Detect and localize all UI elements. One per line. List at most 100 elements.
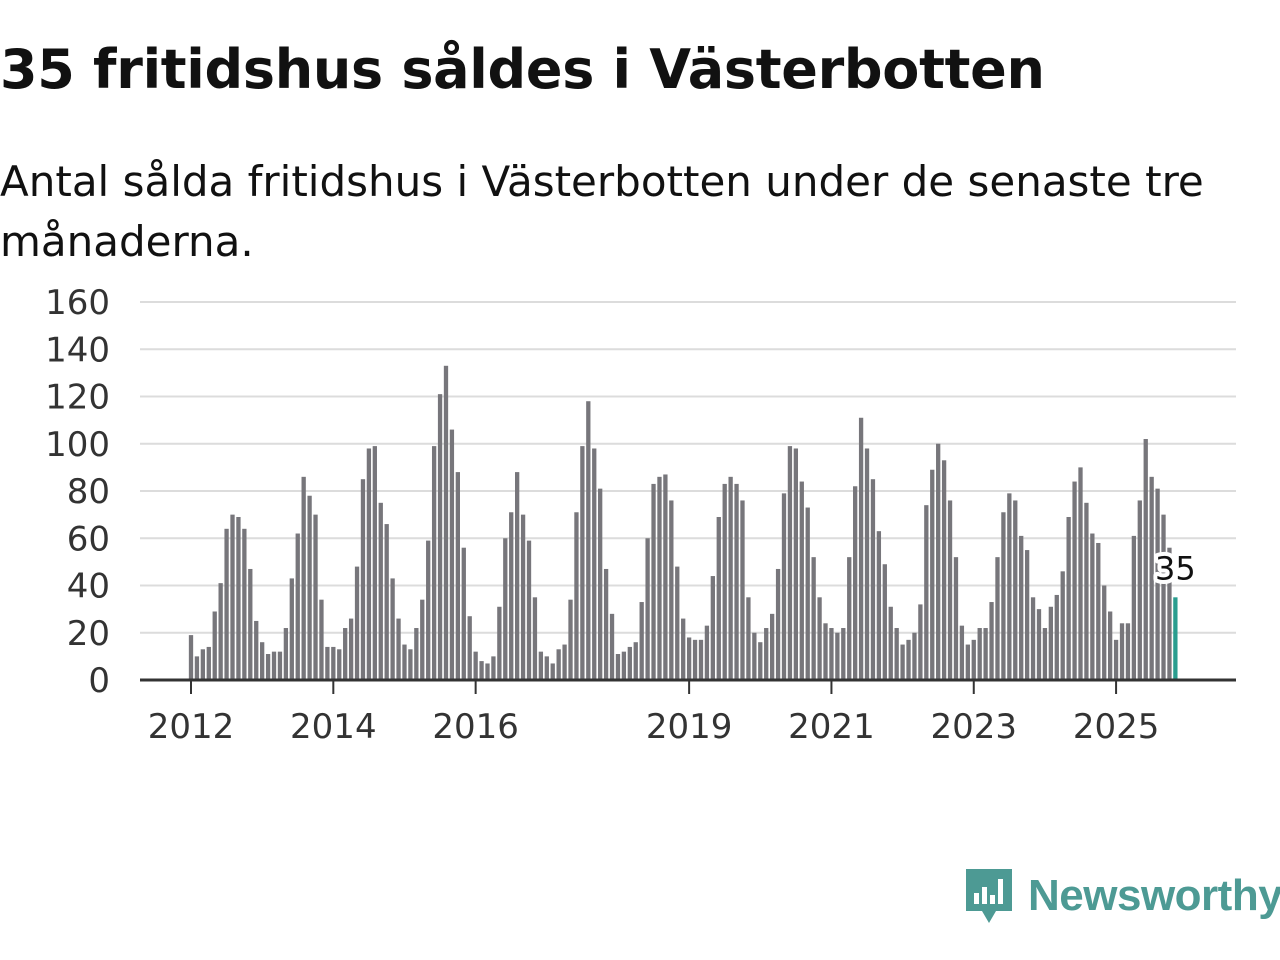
bar [609, 613, 615, 680]
bar [497, 606, 502, 680]
bar [479, 661, 484, 680]
bar [870, 479, 876, 680]
bar [906, 639, 911, 680]
bar [603, 568, 609, 680]
bar [289, 578, 294, 680]
bar [769, 613, 775, 680]
bar [1137, 500, 1142, 680]
bar [402, 644, 407, 680]
bar [556, 649, 561, 680]
x-tick-label: 2023 [930, 707, 1017, 747]
bar [1143, 439, 1148, 680]
bar [675, 566, 680, 680]
bar [841, 628, 846, 680]
y-tick-label: 80 [67, 472, 110, 512]
y-tick-label: 0 [88, 661, 110, 701]
bar [894, 628, 899, 680]
bar [520, 514, 526, 681]
bar [995, 557, 1000, 680]
bar [532, 597, 538, 680]
bar [277, 651, 283, 680]
bar [360, 479, 366, 680]
bar [212, 611, 217, 680]
page-subtitle: Antal sålda fritidshus i Västerbotten un… [0, 157, 1204, 266]
bar [431, 446, 437, 680]
bar [1042, 628, 1048, 680]
bar [426, 540, 431, 680]
bar [627, 646, 632, 680]
bar [206, 646, 211, 680]
bar [918, 604, 923, 680]
bar [965, 644, 970, 680]
bar [218, 583, 223, 680]
bar [254, 620, 259, 680]
bar [1066, 516, 1071, 680]
bar [485, 663, 490, 680]
bar [734, 483, 739, 680]
y-tick-label: 60 [67, 519, 110, 559]
bar [271, 651, 277, 680]
bar [1024, 550, 1030, 680]
bar [354, 566, 360, 680]
bar [764, 628, 769, 680]
bar [574, 512, 579, 680]
bar [194, 656, 200, 681]
bar [568, 599, 573, 680]
bar [396, 618, 401, 680]
bar [799, 481, 804, 680]
bar [1072, 481, 1077, 680]
bar [1167, 547, 1172, 680]
bar [823, 623, 828, 680]
bar [598, 488, 603, 680]
y-tick-label: 20 [67, 614, 110, 654]
bar [1102, 585, 1107, 680]
bar [793, 448, 799, 680]
bar [325, 646, 330, 680]
bar [681, 618, 686, 680]
bar [1108, 611, 1113, 680]
bar [876, 531, 882, 680]
bar [242, 528, 247, 680]
bar [781, 493, 787, 680]
y-tick-label: 120 [45, 378, 110, 418]
bar [461, 547, 466, 680]
bar [248, 568, 253, 680]
bar [343, 628, 348, 680]
y-axis-ticks: 0 20 40 60 80 100 120 140 160 [45, 283, 110, 701]
newsworthy-logo-icon [966, 869, 1012, 923]
bar [443, 365, 449, 680]
page-title: 35 fritidshus såldes i Västerbotten [0, 38, 1045, 101]
bar [544, 656, 549, 681]
bar [686, 637, 692, 680]
bar [1119, 623, 1125, 680]
bar [710, 576, 715, 680]
bar [835, 632, 840, 680]
bar [1007, 493, 1012, 680]
bar [746, 597, 751, 680]
y-tick-label: 100 [45, 425, 110, 465]
bar [639, 602, 644, 680]
bar [390, 578, 395, 680]
bars [188, 365, 1178, 681]
bar [503, 538, 508, 680]
bar [657, 476, 662, 680]
bar [615, 654, 621, 680]
bar [1054, 594, 1059, 680]
last-value-label: 35 [1155, 549, 1196, 587]
bar [888, 606, 893, 680]
bar [1155, 488, 1160, 680]
bar [912, 632, 917, 680]
bar [408, 649, 413, 680]
bar [414, 628, 419, 680]
x-tick-label: 2014 [290, 707, 377, 747]
bar [977, 628, 982, 680]
bar [260, 642, 265, 680]
bar [817, 597, 822, 680]
bar [1030, 597, 1036, 680]
bar [829, 628, 834, 680]
bar [645, 538, 650, 680]
bar [651, 483, 656, 680]
bar [538, 651, 544, 680]
bar [265, 654, 271, 680]
